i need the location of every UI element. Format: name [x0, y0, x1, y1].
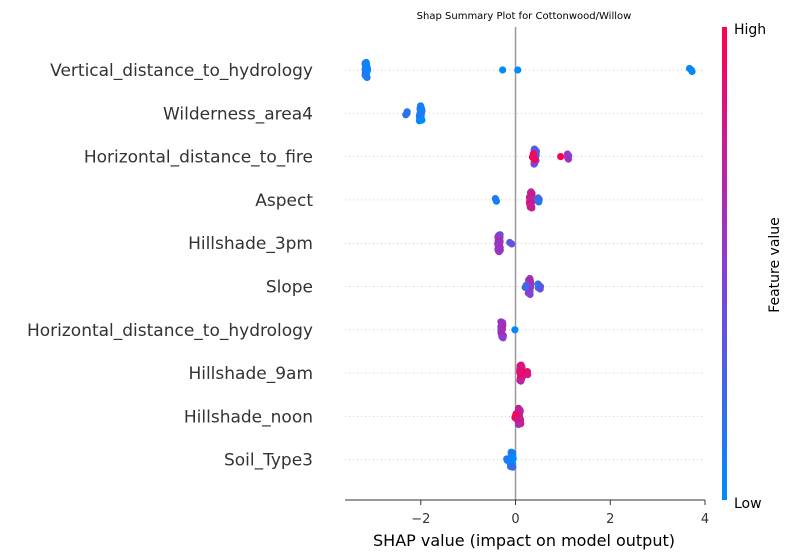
x-axis: −2 0 2 4: [345, 499, 709, 527]
feature-label: Soil_Type3: [224, 451, 313, 471]
x-tick-label: 4: [701, 512, 709, 527]
data-point: [517, 377, 525, 385]
data-point: [508, 240, 516, 248]
feature-label: Horizontal_distance_to_hydrology: [27, 321, 313, 341]
data-point: [509, 463, 517, 471]
x-tick-label: −2: [411, 512, 430, 527]
data-point: [514, 420, 523, 428]
x-tick-label: 2: [606, 512, 614, 527]
feature-label: Hillshade_noon: [184, 407, 313, 427]
feature-label: Slope: [266, 278, 313, 298]
feature-label: Aspect: [255, 191, 313, 211]
colorbar: High Low Feature value: [722, 22, 783, 512]
colorbar-title: Feature value: [767, 217, 783, 313]
feature-label: Horizontal_distance_to_fire: [84, 148, 313, 168]
data-point: [526, 290, 534, 299]
data-point: [521, 283, 529, 292]
data-point: [499, 334, 507, 342]
x-axis-label: SHAP value (impact on model output): [373, 531, 675, 550]
data-point: [514, 66, 522, 74]
data-point: [363, 73, 371, 82]
data-points: [361, 58, 696, 471]
feature-label: Hillshade_3pm: [188, 234, 313, 254]
colorbar-gradient: [722, 27, 727, 500]
colorbar-low-label: Low: [734, 496, 762, 512]
data-point: [511, 326, 519, 334]
data-point: [415, 117, 424, 125]
colorbar-high-label: High: [734, 22, 766, 38]
data-point: [503, 456, 511, 465]
data-point: [513, 415, 521, 423]
feature-label: Hillshade_9am: [188, 364, 313, 384]
data-point: [402, 111, 410, 119]
data-point: [531, 156, 539, 164]
data-point: [564, 155, 573, 163]
x-tick-label: 0: [511, 512, 519, 527]
data-point: [524, 371, 532, 379]
grid-lines: [345, 69, 705, 461]
data-point: [688, 67, 696, 76]
chart-title: Shap Summary Plot for Cottonwood/Willow: [417, 11, 632, 22]
data-point: [535, 198, 543, 206]
feature-label: Wilderness_area4: [163, 104, 313, 124]
data-point: [492, 197, 501, 205]
data-point: [528, 204, 536, 212]
feature-label: Vertical_distance_to_hydrology: [50, 61, 313, 81]
data-point: [495, 248, 503, 256]
data-point: [499, 66, 507, 74]
data-point: [536, 285, 544, 293]
feature-labels: Vertical_distance_to_hydrology Wilderness…: [27, 61, 313, 471]
data-point: [557, 153, 565, 161]
